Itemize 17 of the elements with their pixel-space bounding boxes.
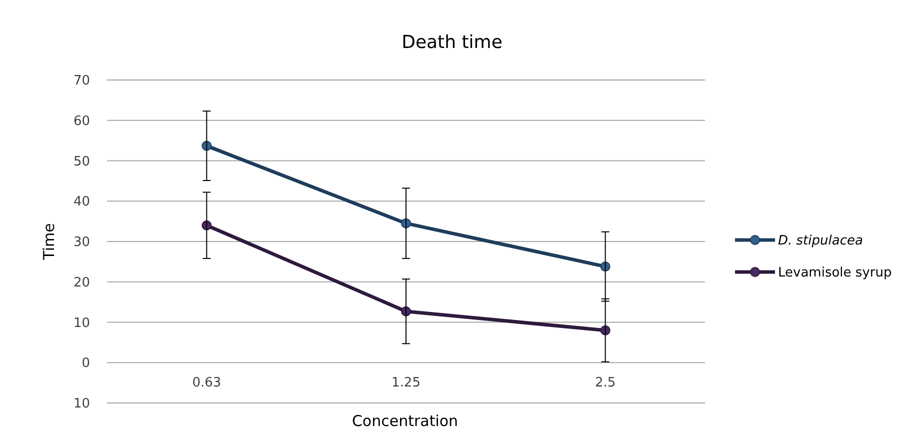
y-tick-label: 10 <box>73 316 90 331</box>
y-tick-label: 60 <box>73 114 90 129</box>
y-tick-label: 10 <box>73 396 90 412</box>
x-tick-label: 2.5 <box>594 376 616 391</box>
x-axis-title: Concentration <box>352 412 458 430</box>
y-tick-label: 40 <box>73 194 90 210</box>
y-tick-label: 20 <box>73 275 90 290</box>
y-tick-label: 70 <box>73 74 90 89</box>
y-tick-label: 0 <box>82 356 90 372</box>
y-tick-label: 30 <box>73 235 90 250</box>
x-tick-label: 0.63 <box>192 376 222 391</box>
chart-title: Death time <box>402 32 502 53</box>
y-tick-label: 50 <box>73 154 90 170</box>
x-tick-label: 1.25 <box>392 376 420 391</box>
y-axis-title: Time <box>40 223 58 261</box>
legend-label: Levamisole syrup <box>778 266 892 281</box>
legend-label: D. stipulacea <box>778 234 863 249</box>
